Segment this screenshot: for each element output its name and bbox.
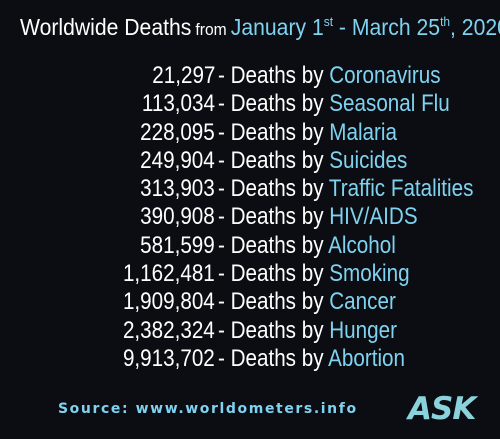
title-main: Worldwide Deaths: [20, 14, 192, 40]
death-phrase: - Deaths by: [218, 260, 324, 288]
title-date-range: January 1st - March 25th, 2020: [231, 14, 500, 40]
list-item: 249,904 - Deaths by Suicides: [0, 147, 500, 175]
list-item: 113,034 - Deaths by Seasonal Flu: [0, 90, 500, 118]
death-phrase: - Deaths by: [218, 288, 324, 316]
death-count: 9,913,702: [123, 344, 215, 372]
list-item: 2,382,324 - Deaths by Hunger: [0, 317, 500, 345]
range-end-suffix: th: [440, 14, 451, 29]
death-cause: Suicides: [329, 146, 408, 174]
death-count: 390,908: [140, 203, 215, 231]
death-phrase: - Deaths by: [218, 175, 324, 203]
death-phrase: - Deaths by: [218, 146, 324, 174]
list-item: 581,599 - Deaths by Alcohol: [0, 232, 500, 260]
death-count: 113,034: [141, 90, 215, 118]
death-phrase: - Deaths by: [218, 231, 324, 259]
death-phrase: - Deaths by: [218, 316, 324, 344]
death-phrase: - Deaths by: [218, 203, 324, 231]
death-count: 581,599: [140, 231, 215, 259]
range-year: , 2020: [450, 14, 500, 40]
death-cause: Coronavirus: [329, 62, 441, 89]
ask-logo: ASK: [408, 391, 476, 427]
death-phrase: - Deaths by: [218, 62, 324, 89]
list-item: 1,162,481 - Deaths by Smoking: [0, 260, 500, 288]
list-item: 313,903 - Deaths by Traffic Fatalities: [0, 175, 500, 203]
range-start-suffix: st: [323, 14, 334, 29]
death-count: 21,297: [151, 62, 215, 89]
death-count: 1,162,481: [123, 260, 215, 288]
death-count: 313,903: [140, 175, 215, 203]
death-phrase: - Deaths by: [218, 90, 324, 118]
death-cause: Seasonal Flu: [329, 90, 450, 118]
death-cause: Alcohol: [328, 231, 396, 259]
death-count: 228,095: [140, 118, 215, 146]
range-sep: - March 25: [333, 14, 441, 40]
death-count: 249,904: [140, 146, 215, 174]
death-cause: Smoking: [329, 260, 410, 288]
death-cause: HIV/AIDS: [329, 203, 418, 231]
death-count: 1,909,804: [123, 288, 215, 316]
death-cause: Abortion: [328, 344, 406, 372]
death-count: 2,382,324: [123, 316, 215, 344]
death-cause: Cancer: [329, 288, 396, 316]
death-cause: Malaria: [329, 118, 397, 146]
page-title: Worldwide Deaths from January 1st - Marc…: [20, 14, 500, 41]
death-phrase: - Deaths by: [218, 118, 324, 146]
death-list: 21,297 - Deaths by Coronavirus 113,034 -…: [0, 62, 500, 373]
list-item: 390,908 - Deaths by HIV/AIDS: [0, 203, 500, 231]
death-cause: Hunger: [329, 316, 397, 344]
list-item: 1,909,804 - Deaths by Cancer: [0, 288, 500, 316]
death-phrase: - Deaths by: [218, 344, 324, 372]
source-credit: Source: www.worldometers.info: [58, 401, 358, 417]
title-from: from: [195, 20, 227, 39]
list-item: 21,297 - Deaths by Coronavirus: [0, 62, 500, 90]
list-item: 228,095 - Deaths by Malaria: [0, 119, 500, 147]
death-cause: Traffic Fatalities: [328, 175, 474, 203]
range-start: January 1: [230, 14, 324, 40]
list-item: 9,913,702 - Deaths by Abortion: [0, 345, 500, 373]
